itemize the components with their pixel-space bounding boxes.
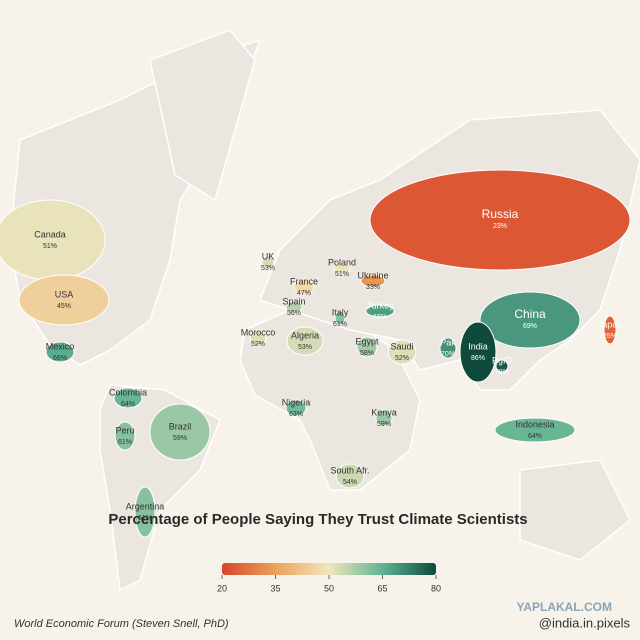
country-name: Canada — [34, 229, 66, 239]
australia — [519, 459, 631, 561]
country-name: BgID — [492, 355, 513, 365]
country — [249, 329, 267, 347]
country-value: 23% — [493, 223, 507, 230]
country — [495, 359, 509, 373]
country-value: 61% — [118, 439, 132, 446]
country-name: Pak — [440, 337, 456, 347]
country-value: 63% — [289, 411, 303, 418]
watermark: YAPLAKAL.COM — [516, 600, 612, 614]
country-name: India — [468, 341, 488, 351]
country-name: France — [290, 276, 318, 286]
country-value: 68% — [373, 314, 387, 321]
country-name: Japan — [598, 319, 623, 329]
country — [285, 300, 303, 314]
country-value: 59% — [173, 435, 187, 442]
country — [293, 278, 315, 296]
country-value: 70% — [441, 351, 455, 358]
country-value: 47% — [297, 290, 311, 297]
country — [369, 169, 631, 271]
country-value: 25% — [603, 333, 617, 340]
country-name: Poland — [328, 257, 356, 267]
country-value: 78% — [495, 369, 509, 376]
country-name: Algeria — [291, 330, 319, 340]
country-name: Peru — [115, 425, 134, 435]
scale-tick-label: 50 — [324, 583, 334, 593]
country-value: 66% — [53, 355, 67, 362]
country-value: 54% — [343, 479, 357, 486]
country — [0, 199, 106, 281]
country-name: Turkey — [366, 300, 394, 310]
scale-tick-label: 35 — [270, 583, 280, 593]
countries — [0, 169, 631, 538]
country — [285, 399, 307, 417]
country-name: Morocco — [241, 327, 276, 337]
country — [387, 339, 417, 365]
scale-tick-label: 65 — [377, 583, 387, 593]
country-value: 64% — [528, 433, 542, 440]
country-value: 51% — [335, 271, 349, 278]
country — [18, 274, 110, 326]
country — [113, 387, 143, 409]
title: Percentage of People Saying They Trust C… — [108, 511, 527, 528]
country-value: 53% — [261, 265, 275, 272]
country — [334, 310, 346, 326]
country-name: Saudi — [390, 341, 413, 351]
credit: @india.in.pixels — [539, 615, 631, 630]
country — [356, 336, 378, 358]
country-value: 51% — [43, 243, 57, 250]
country-name: USA — [55, 289, 74, 299]
country — [134, 486, 156, 538]
country-name: Nigeria — [282, 397, 311, 407]
country-value: 53% — [298, 344, 312, 351]
country-name: Indonesia — [515, 419, 554, 429]
country — [335, 463, 365, 489]
country-name: South Afr. — [330, 465, 369, 475]
country-value: 52% — [251, 341, 265, 348]
country-name: Brazil — [169, 421, 192, 431]
color-scale — [222, 563, 436, 575]
country-value: 64% — [121, 401, 135, 408]
country-value: 61% — [333, 321, 347, 328]
country-name: Mexico — [46, 341, 75, 351]
country-value: 58% — [360, 350, 374, 357]
country — [261, 255, 275, 269]
country-value: 56% — [287, 310, 301, 317]
country-value: 69% — [523, 323, 537, 330]
country — [375, 409, 393, 427]
country — [494, 417, 576, 443]
country — [603, 315, 617, 345]
country-value: 61% — [138, 515, 152, 522]
country-name: Ukraine — [357, 270, 388, 280]
country — [360, 274, 386, 288]
country — [459, 321, 497, 383]
country-value: 86% — [471, 355, 485, 362]
country — [45, 341, 75, 363]
country — [333, 261, 351, 275]
country-name: Kenya — [371, 407, 397, 417]
country — [479, 291, 581, 349]
country-name: Russia — [482, 207, 519, 221]
country — [149, 403, 211, 461]
country — [439, 337, 457, 359]
country-value: 52% — [395, 355, 409, 362]
country-name: Argentina — [126, 501, 165, 511]
source: World Economic Forum (Steven Snell, PhD) — [14, 618, 229, 630]
country — [114, 421, 136, 451]
greenland — [149, 29, 256, 202]
country-value: 33% — [366, 284, 380, 291]
country-value: 45% — [57, 303, 71, 310]
country-name: Spain — [282, 296, 305, 306]
scale-tick-label: 20 — [217, 583, 227, 593]
country-name: Egypt — [355, 336, 379, 346]
country-value: 59% — [377, 421, 391, 428]
country-name: Colombia — [109, 387, 147, 397]
country-name: China — [514, 307, 546, 321]
scale-tick-label: 80 — [431, 583, 441, 593]
country-name: UK — [262, 251, 275, 261]
country-name: Italy — [332, 307, 349, 317]
country — [365, 304, 395, 318]
country — [286, 326, 324, 356]
